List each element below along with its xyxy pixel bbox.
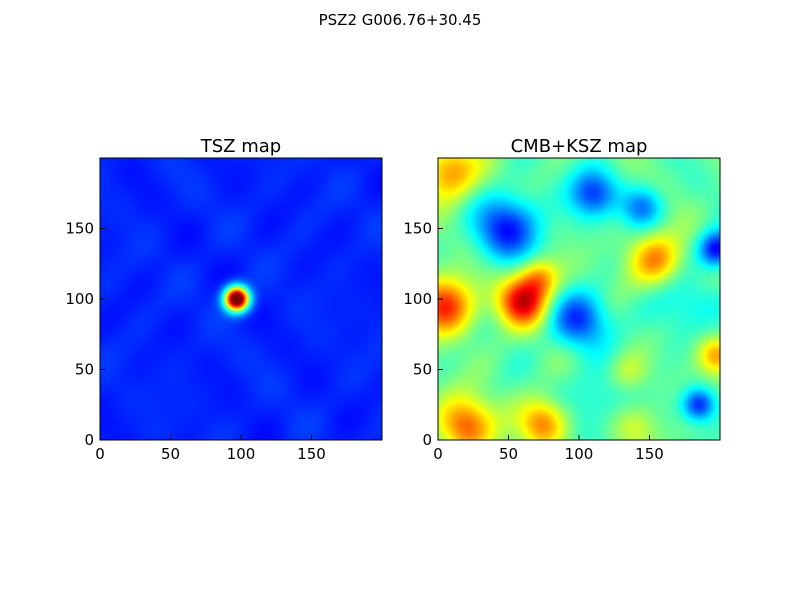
tsz-map-title: TSZ map <box>200 136 281 157</box>
tsz-x-tick-label: 0 <box>95 445 105 463</box>
tsz-x-tick-label: 50 <box>161 445 180 463</box>
cmb-ksz-x-tick-label: 150 <box>635 445 664 463</box>
cmb-ksz-y-tick-label: 100 <box>403 290 432 308</box>
tsz-y-tick-label: 0 <box>84 431 94 449</box>
cmb-ksz-panel: CMB+KSZ map 0 50 100 150 0 50 100 150 <box>403 136 721 464</box>
tsz-heatmap-area <box>100 158 382 440</box>
tsz-panel: TSZ map 0 50 100 150 0 50 100 150 <box>65 136 383 464</box>
cmb-ksz-y-tick-label: 0 <box>422 431 432 449</box>
cmb-ksz-heatmap-area <box>438 158 720 440</box>
cmb-ksz-x-tick-label: 100 <box>565 445 594 463</box>
tsz-x-tick-label: 150 <box>297 445 326 463</box>
cmb-ksz-x-tick-label: 0 <box>433 445 443 463</box>
tsz-axis-ticks: 0 50 100 150 0 50 100 150 <box>65 220 325 464</box>
tsz-y-tick-label: 100 <box>65 290 94 308</box>
tsz-y-tick-label: 50 <box>75 361 94 379</box>
cmb-ksz-y-tick-label: 150 <box>403 220 432 238</box>
tsz-x-tick-label: 100 <box>227 445 256 463</box>
cmb-ksz-y-tick-label: 50 <box>413 361 432 379</box>
cmb-ksz-map-title: CMB+KSZ map <box>511 136 648 157</box>
figure-suptitle: PSZ2 G006.76+30.45 <box>319 11 482 29</box>
tsz-y-tick-label: 150 <box>65 220 94 238</box>
tsz-heatmap <box>100 158 382 440</box>
cmb-ksz-axis-ticks: 0 50 100 150 0 50 100 150 <box>403 220 663 464</box>
cmb-ksz-x-tick-label: 50 <box>499 445 518 463</box>
cmb-ksz-heatmap <box>438 158 720 440</box>
